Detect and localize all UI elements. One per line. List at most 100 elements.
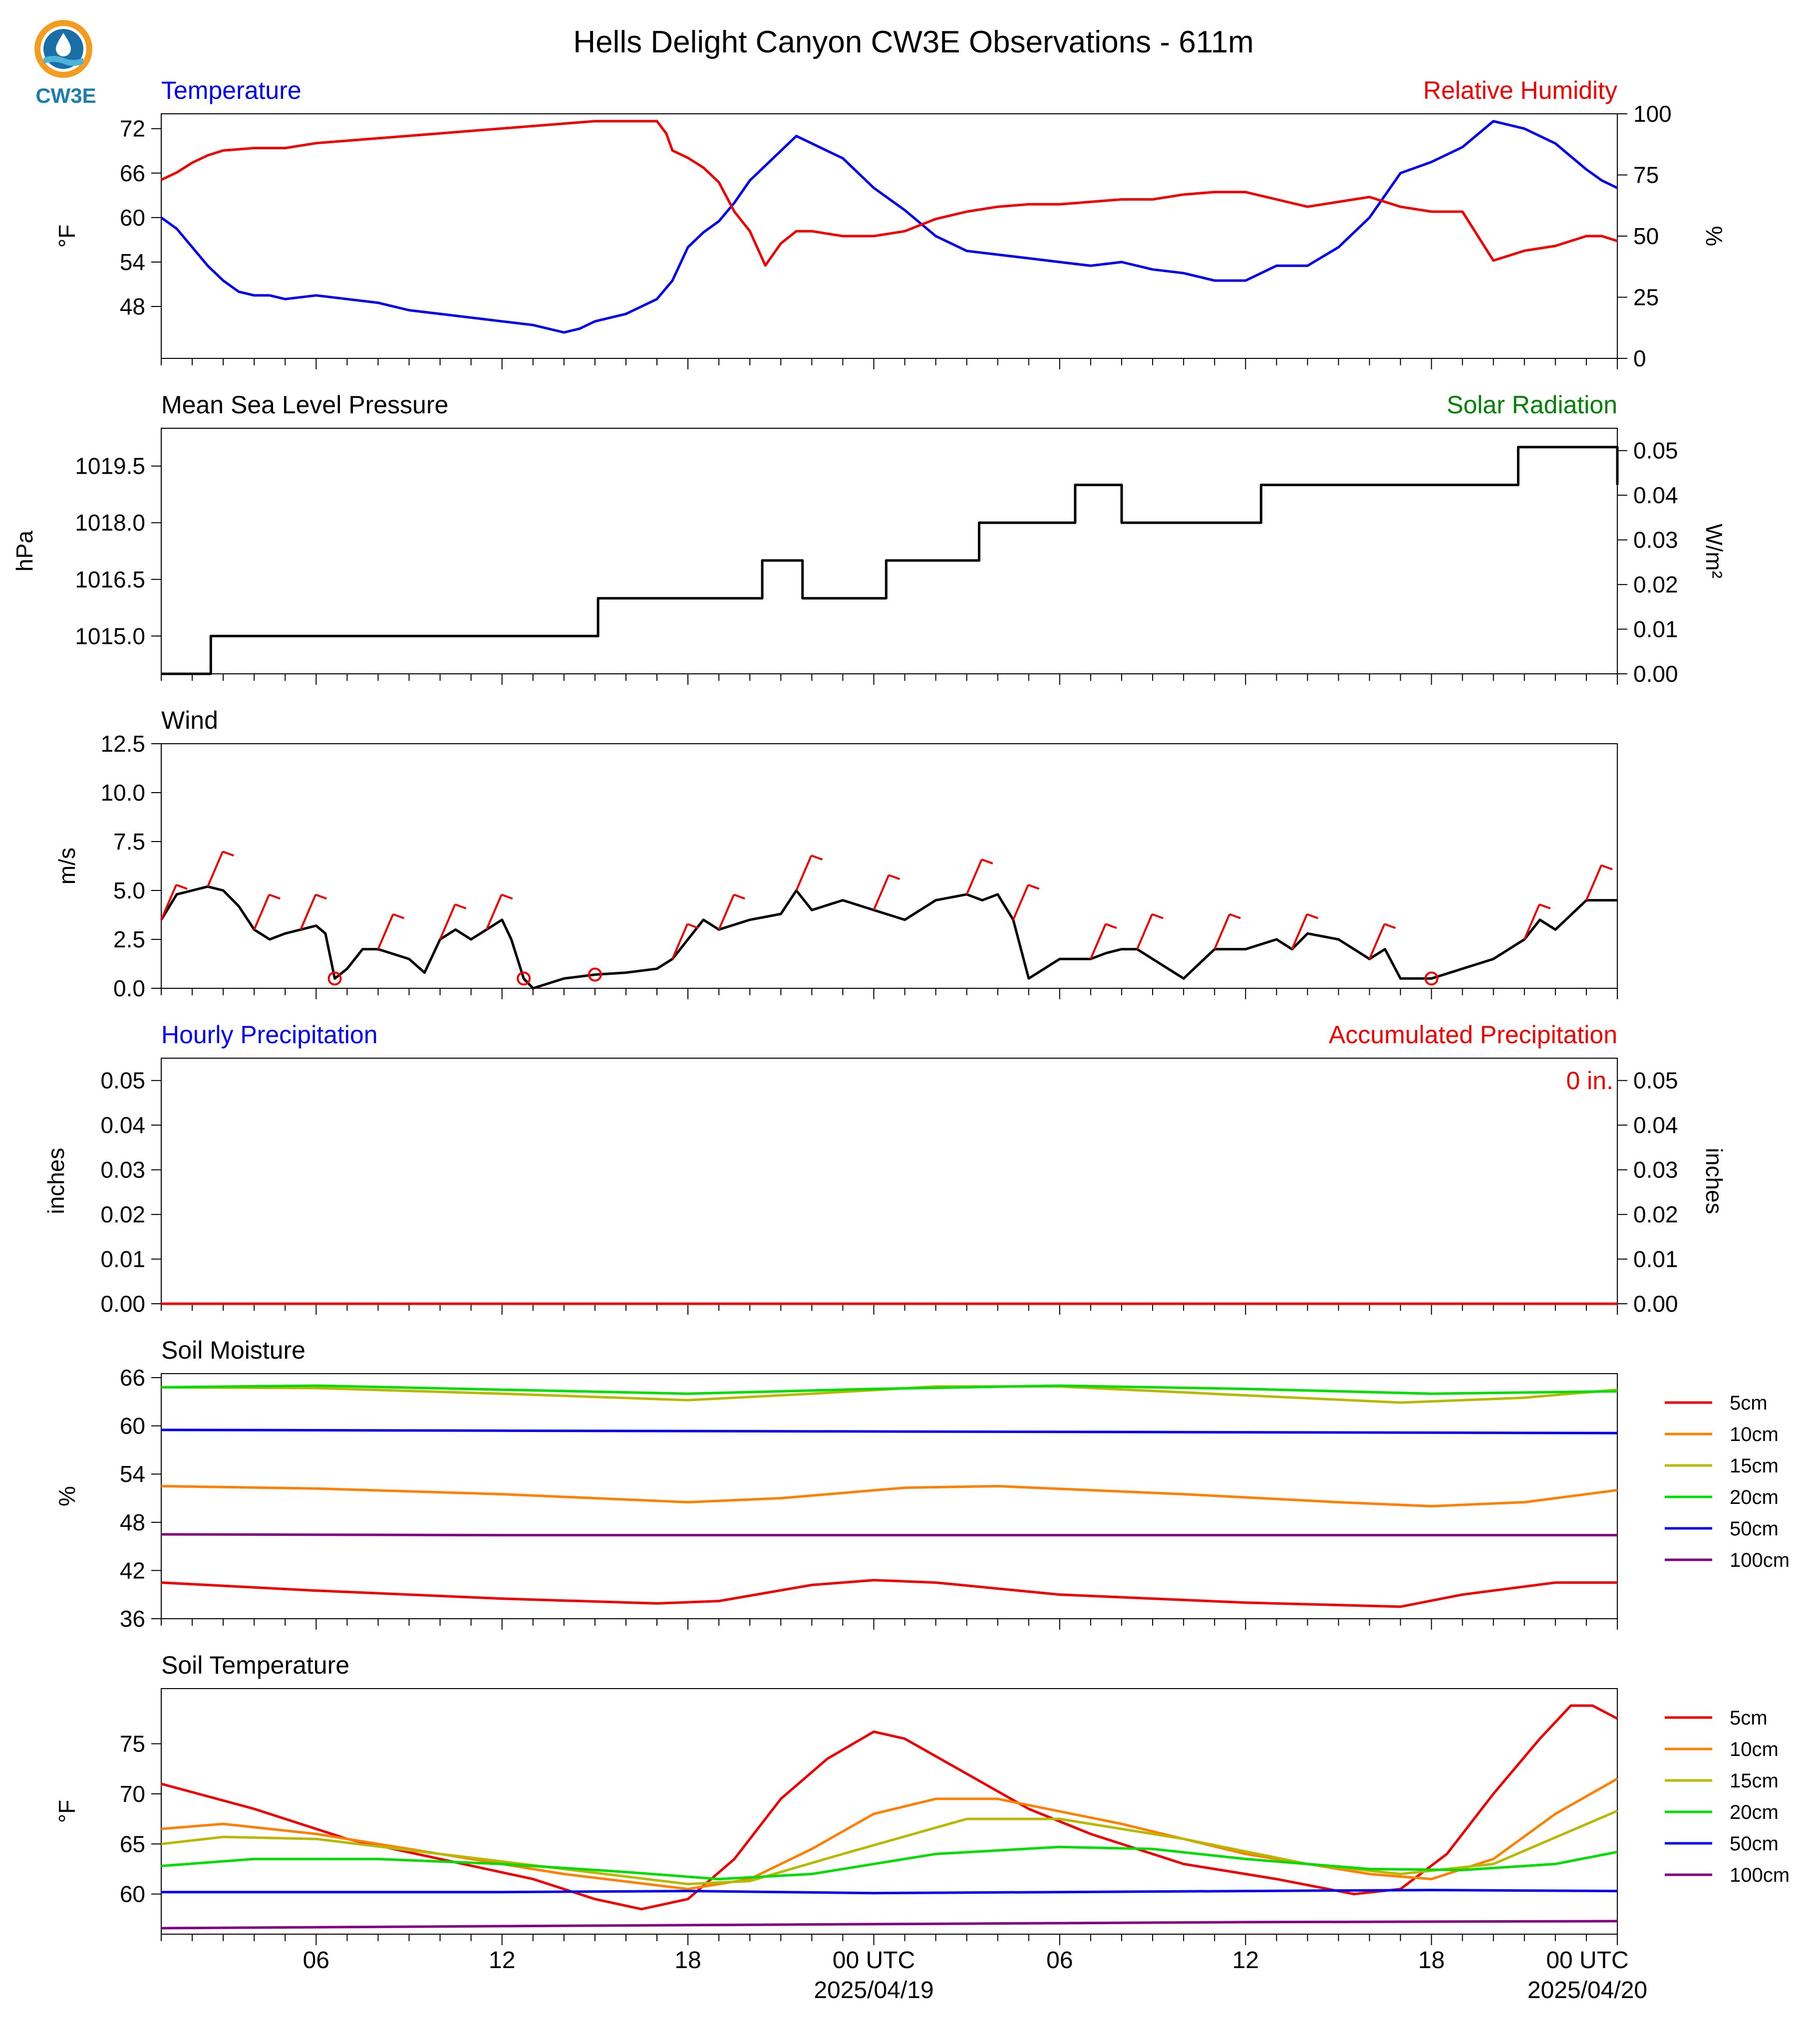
y-axis-label-left: °F (54, 225, 80, 248)
panel-frame (161, 113, 1618, 359)
panel-temp_rh: Temperature Relative Humidity 48 54 60 66 72 °F… (54, 76, 1727, 371)
wind-calm-marker (517, 971, 531, 986)
x-tick-label: 00 UTC (833, 1947, 915, 1974)
wind-barb-flag (1152, 913, 1164, 919)
panel-title-right: Relative Humidity (1423, 76, 1617, 104)
y-tick-label-right: 25 (1633, 285, 1659, 310)
y-tick-label-left: 0.01 (100, 1246, 145, 1272)
wind-barb (253, 894, 271, 930)
panel-title-left: Soil Temperature (161, 1651, 349, 1679)
series-line-mean-sea-level-pressure (161, 446, 1619, 675)
y-tick-label-left: 2.5 (113, 926, 145, 952)
wind-barb (1523, 904, 1540, 940)
x-tick-label: 00 UTC (1546, 1947, 1628, 1974)
y-tick-label-left: 12.5 (100, 731, 145, 757)
legend-label: 5cm (1730, 1707, 1768, 1729)
wind-calm-marker (588, 967, 602, 982)
y-tick-label-left: 0.04 (100, 1112, 145, 1138)
y-tick-label-left: 72 (120, 116, 145, 142)
wind-barb-flag (1229, 913, 1241, 919)
series-line-wind-speed (160, 885, 1617, 990)
wind-barb-flag (1601, 864, 1613, 870)
y-tick-label-left: 1015.0 (75, 623, 145, 649)
wind-barb-flag (269, 893, 281, 900)
y-tick-label-left: 48 (120, 293, 145, 319)
legend-label: 20cm (1730, 1486, 1779, 1508)
wind-barb (1012, 884, 1029, 920)
wind-barb-flag (315, 893, 327, 900)
y-tick-label-right: 0.00 (1633, 661, 1678, 687)
y-axis-label-right: % (1701, 226, 1727, 247)
wind-barb-flag (1028, 883, 1040, 890)
legend-label: 50cm (1730, 1518, 1779, 1540)
y-tick-label-left: 0.00 (100, 1291, 145, 1317)
y-tick-label-right: 0 (1633, 345, 1646, 371)
y-axis-label-left: inches (43, 1148, 69, 1214)
y-tick-label-left: 66 (120, 1365, 145, 1391)
y-tick-label-left: 65 (120, 1831, 145, 1857)
y-tick-label-left: 60 (120, 1413, 145, 1439)
series-line-5cm (161, 1579, 1617, 1608)
panel-frame (161, 428, 1618, 674)
panel-title-left: Soil Moisture (161, 1336, 305, 1364)
legend-label: 5cm (1730, 1392, 1768, 1414)
x-tick-label: 06 (1046, 1947, 1073, 1974)
legend-label: 10cm (1730, 1738, 1779, 1760)
legend-label: 10cm (1730, 1424, 1779, 1446)
series-line-10cm (161, 1484, 1618, 1508)
wind-barb (377, 913, 394, 950)
wind-barb-flag (888, 874, 901, 880)
series-line-5cm (161, 1704, 1618, 1911)
series-line-15cm (161, 1809, 1618, 1886)
cw3e-logo-mark: CW3E (34, 20, 96, 107)
y-axis-label-right: inches (1701, 1148, 1727, 1214)
y-tick-label-left: 60 (120, 1881, 145, 1907)
series-line-20cm (161, 1384, 1618, 1395)
y-tick-label-left: 0.05 (100, 1068, 145, 1094)
y-tick-label-right: 0.04 (1633, 482, 1678, 508)
wind-barb (207, 851, 224, 887)
y-tick-label-left: 0.0 (113, 975, 145, 1001)
cw3e-logo: CW3E (31, 18, 101, 108)
y-tick-label-right: 100 (1633, 101, 1672, 127)
wind-barb (965, 859, 983, 895)
y-tick-label-left: 0.03 (100, 1157, 145, 1183)
wind-barb-flag (222, 851, 234, 857)
series-line-temperature (160, 120, 1618, 334)
wind-barb (1585, 865, 1602, 901)
panel-frame (161, 1058, 1618, 1304)
legend-label: 50cm (1730, 1833, 1779, 1855)
legend-label: 20cm (1730, 1801, 1779, 1823)
wind-barb-flag (687, 923, 699, 929)
y-tick-label-right: 0.02 (1633, 1201, 1678, 1227)
y-tick-label-left: 60 (120, 205, 145, 231)
series-line-15cm (161, 1385, 1618, 1404)
x-tick-label: 18 (674, 1947, 701, 1974)
wind-barb (1213, 913, 1231, 950)
wind-barb-flag (454, 903, 467, 909)
y-tick-label-right: 50 (1633, 223, 1659, 249)
wind-barb-flag (733, 893, 745, 900)
panel-soil_temp: Soil Temperature 60 65 70 75 °F 5cm 10cm 15cm 20c… (54, 1651, 1790, 1945)
y-axis-label-right: W/m² (1701, 524, 1727, 579)
y-tick-label-left: 5.0 (113, 877, 145, 903)
panel-title-left: Wind (161, 706, 218, 734)
y-tick-label-right: 0.03 (1633, 527, 1678, 553)
legend-label: 100cm (1730, 1549, 1790, 1571)
series-line-50cm (161, 1429, 1618, 1435)
series-line-10cm (161, 1777, 1618, 1891)
panel-title-left: Hourly Precipitation (161, 1021, 378, 1049)
panel-frame (161, 1373, 1618, 1619)
logo-text: CW3E (35, 84, 96, 107)
wind-barb (1136, 913, 1153, 950)
panel-soil_moisture: Soil Moisture 36 42 48 54 60 66% 5cm 10cm 15cm 20c… (54, 1336, 1790, 1632)
wind-barb-flag (1539, 903, 1551, 909)
series-line-relative-humidity (160, 120, 1618, 267)
panel-title-left: Mean Sea Level Pressure (161, 391, 448, 419)
panel-wind: Wind 0.0 2.5 5.0 7.5 10.0 12.5 m/s (54, 706, 1618, 1001)
series-line-50cm (161, 1889, 1618, 1895)
wind-barb-flag (981, 858, 993, 865)
y-axis-label-left: hPa (11, 531, 37, 572)
y-tick-label-left: 10.0 (100, 780, 145, 806)
